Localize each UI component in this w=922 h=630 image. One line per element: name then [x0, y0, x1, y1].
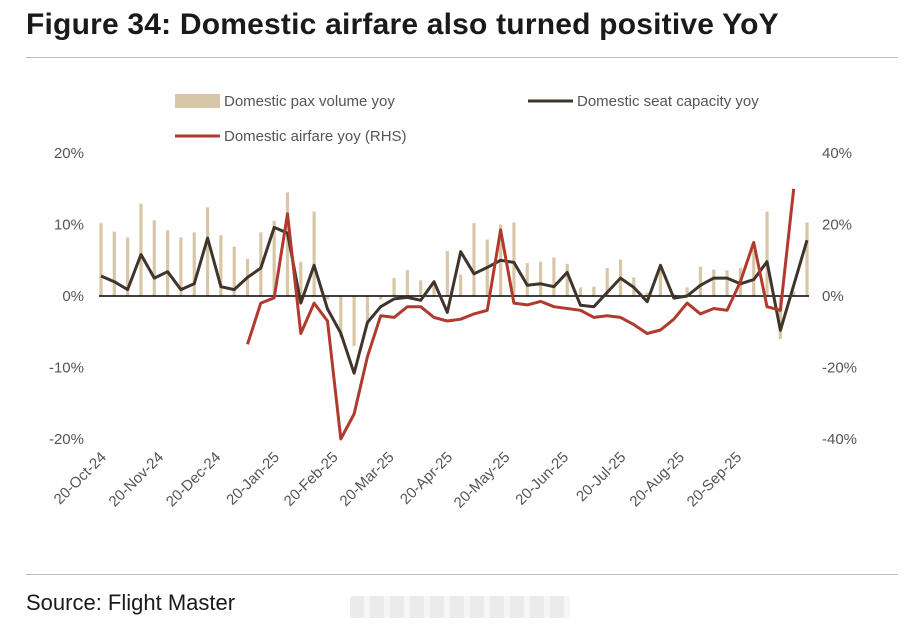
title-divider — [26, 57, 898, 58]
chart-title: Figure 34: Domestic airfare also turned … — [26, 8, 779, 41]
source-note: Source: Flight Master — [26, 590, 236, 615]
bar-pax-volume — [459, 274, 463, 296]
line-airfare — [246, 188, 796, 441]
y-left-tick-label: -20% — [49, 431, 84, 448]
bar-pax-volume — [179, 237, 183, 296]
legend-item: Domestic pax volume yoy — [175, 93, 395, 110]
bar-pax-volume — [658, 267, 663, 296]
y-right-tick-label: -40% — [822, 431, 857, 448]
bar-pax-volume — [698, 266, 703, 296]
bar-pax-volume — [765, 211, 769, 296]
bar-pax-volume — [405, 270, 409, 296]
x-tick-label: 20-Oct-24 — [51, 449, 110, 508]
x-tick-label: 20-Mar-25 — [337, 449, 398, 510]
x-tick-label: 20-Jun-25 — [512, 449, 572, 509]
legend-label: Domestic airfare yoy (RHS) — [224, 128, 407, 145]
x-tick-label: 20-Sep-25 — [684, 449, 746, 511]
bar-pax-volume — [99, 223, 103, 296]
x-tick-label: 20-Apr-25 — [397, 449, 456, 508]
bar-pax-volume — [565, 263, 569, 296]
bar-pax-volume — [752, 250, 756, 296]
y-right-tick-label: 40% — [822, 145, 852, 162]
bar-pax-volume — [605, 268, 609, 296]
x-tick-label: 20-Dec-24 — [163, 449, 225, 511]
bar-pax-volume — [578, 287, 583, 296]
bar-pax-volume — [312, 211, 316, 296]
bar-pax-volume — [365, 296, 370, 325]
bar-pax-volume — [392, 278, 396, 296]
bar-pax-volume — [205, 207, 210, 296]
combo-chart: Domestic pax volume yoy Domestic seat cap… — [49, 93, 857, 512]
line-seat-capacity — [100, 225, 809, 375]
bar-pax-volume — [472, 223, 476, 296]
x-tick-label: 20-May-25 — [451, 449, 514, 512]
bar-pax-volume — [645, 292, 649, 296]
legend-label: Domestic pax volume yoy — [224, 93, 395, 110]
bar-pax-volume — [232, 246, 236, 296]
legend-item: Domestic seat capacity yoy — [528, 93, 759, 110]
y-right-tick-label: -20% — [822, 360, 857, 377]
footer-divider — [26, 574, 898, 575]
y-left-tick-label: -10% — [49, 360, 84, 377]
bar-pax-volume — [166, 230, 170, 296]
y-left-tick-label: 10% — [54, 217, 84, 234]
bar-pax-volume — [512, 222, 516, 296]
bar-pax-volume — [299, 261, 303, 296]
legend-label: Domestic seat capacity yoy — [577, 93, 759, 110]
x-tick-label: 20-Aug-25 — [626, 449, 688, 511]
watermark-image — [350, 596, 570, 618]
bar-pax-volume — [792, 291, 796, 296]
bar-pax-volume — [285, 192, 290, 296]
bar-pax-volume — [139, 203, 143, 296]
bar-pax-volume — [525, 263, 529, 296]
bar-pax-volume — [272, 220, 276, 296]
legend-item: Domestic airfare yoy (RHS) — [175, 128, 407, 145]
bar-pax-volume — [445, 250, 449, 296]
bar-pax-volume — [325, 296, 330, 300]
x-axis: 20-Oct-2420-Nov-2420-Dec-2420-Jan-2520-F… — [51, 449, 746, 512]
bar-pax-volume — [592, 286, 596, 296]
bar-pax-volume — [379, 296, 383, 300]
y-right-tick-label: 0% — [822, 288, 844, 305]
bar-pax-volume — [805, 222, 809, 296]
legend-swatch — [175, 94, 220, 108]
bar-pax-volume — [112, 231, 116, 296]
bar-pax-volume — [552, 257, 556, 296]
x-tick-label: 20-Jan-25 — [223, 449, 283, 509]
bar-pax-volume — [352, 296, 356, 347]
x-tick-label: 20-Nov-24 — [106, 449, 168, 511]
bar-pax-volume — [725, 270, 729, 296]
bar-pax-volume — [126, 237, 130, 296]
line-series-group — [100, 188, 809, 441]
y-axis-left: 20% 10% 0% -10% -20% — [49, 145, 84, 448]
y-left-tick-label: 0% — [62, 288, 84, 305]
bar-pax-volume — [432, 283, 436, 296]
bar-pax-volume — [712, 269, 716, 296]
y-axis-right: 40% 20% 0% -20% -40% — [822, 145, 857, 448]
bar-pax-volume — [152, 220, 156, 296]
y-right-tick-label: 20% — [822, 217, 852, 234]
bar-pax-volume — [685, 287, 689, 296]
bar-pax-volume — [538, 261, 543, 296]
x-tick-label: 20-Jul-25 — [573, 449, 629, 505]
bar-pax-volume — [219, 235, 223, 296]
bar-series-pax-volume — [99, 192, 809, 347]
bar-pax-volume — [778, 296, 782, 339]
x-tick-label: 20-Feb-25 — [281, 449, 342, 510]
bar-pax-volume — [192, 232, 196, 296]
bar-pax-volume — [419, 280, 423, 296]
y-left-tick-label: 20% — [54, 145, 84, 162]
bar-pax-volume — [339, 296, 343, 338]
legend: Domestic pax volume yoy Domestic seat cap… — [175, 93, 759, 145]
